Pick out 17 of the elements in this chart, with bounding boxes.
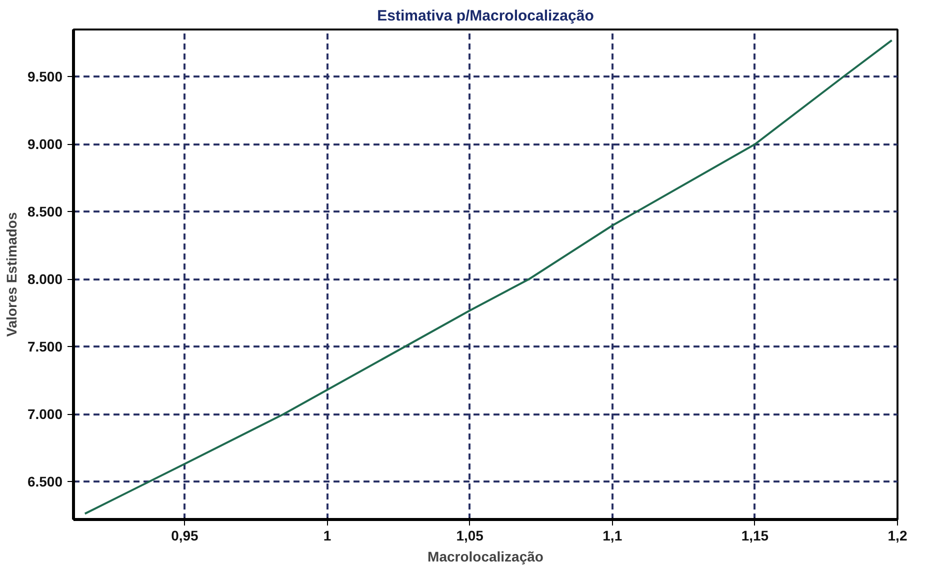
x-tick-label: 1,2 [888, 528, 908, 544]
x-tick-label: 1,15 [741, 528, 769, 544]
x-tick-label: 1,1 [602, 528, 622, 544]
line-series [84, 39, 893, 515]
y-tick-label: 9.000 [27, 136, 63, 152]
x-tick-label: 1 [323, 528, 332, 544]
x-tick-label: 0,95 [171, 528, 199, 544]
y-tick-label: 7.000 [27, 406, 63, 422]
y-axis-title: Valores Estimados [3, 212, 20, 337]
y-tick-label: 7.500 [27, 338, 63, 355]
y-tick-label: 8.000 [27, 271, 63, 288]
y-tick-label: 8.500 [27, 204, 63, 220]
chart-title: Estimativa p/Macrolocalização [377, 8, 594, 24]
x-axis-title: Macrolocalização [428, 548, 544, 564]
x-tick-label: 1,05 [456, 528, 484, 544]
y-tick-label: 9.500 [27, 68, 63, 85]
y-tick-label: 6.500 [27, 474, 63, 490]
